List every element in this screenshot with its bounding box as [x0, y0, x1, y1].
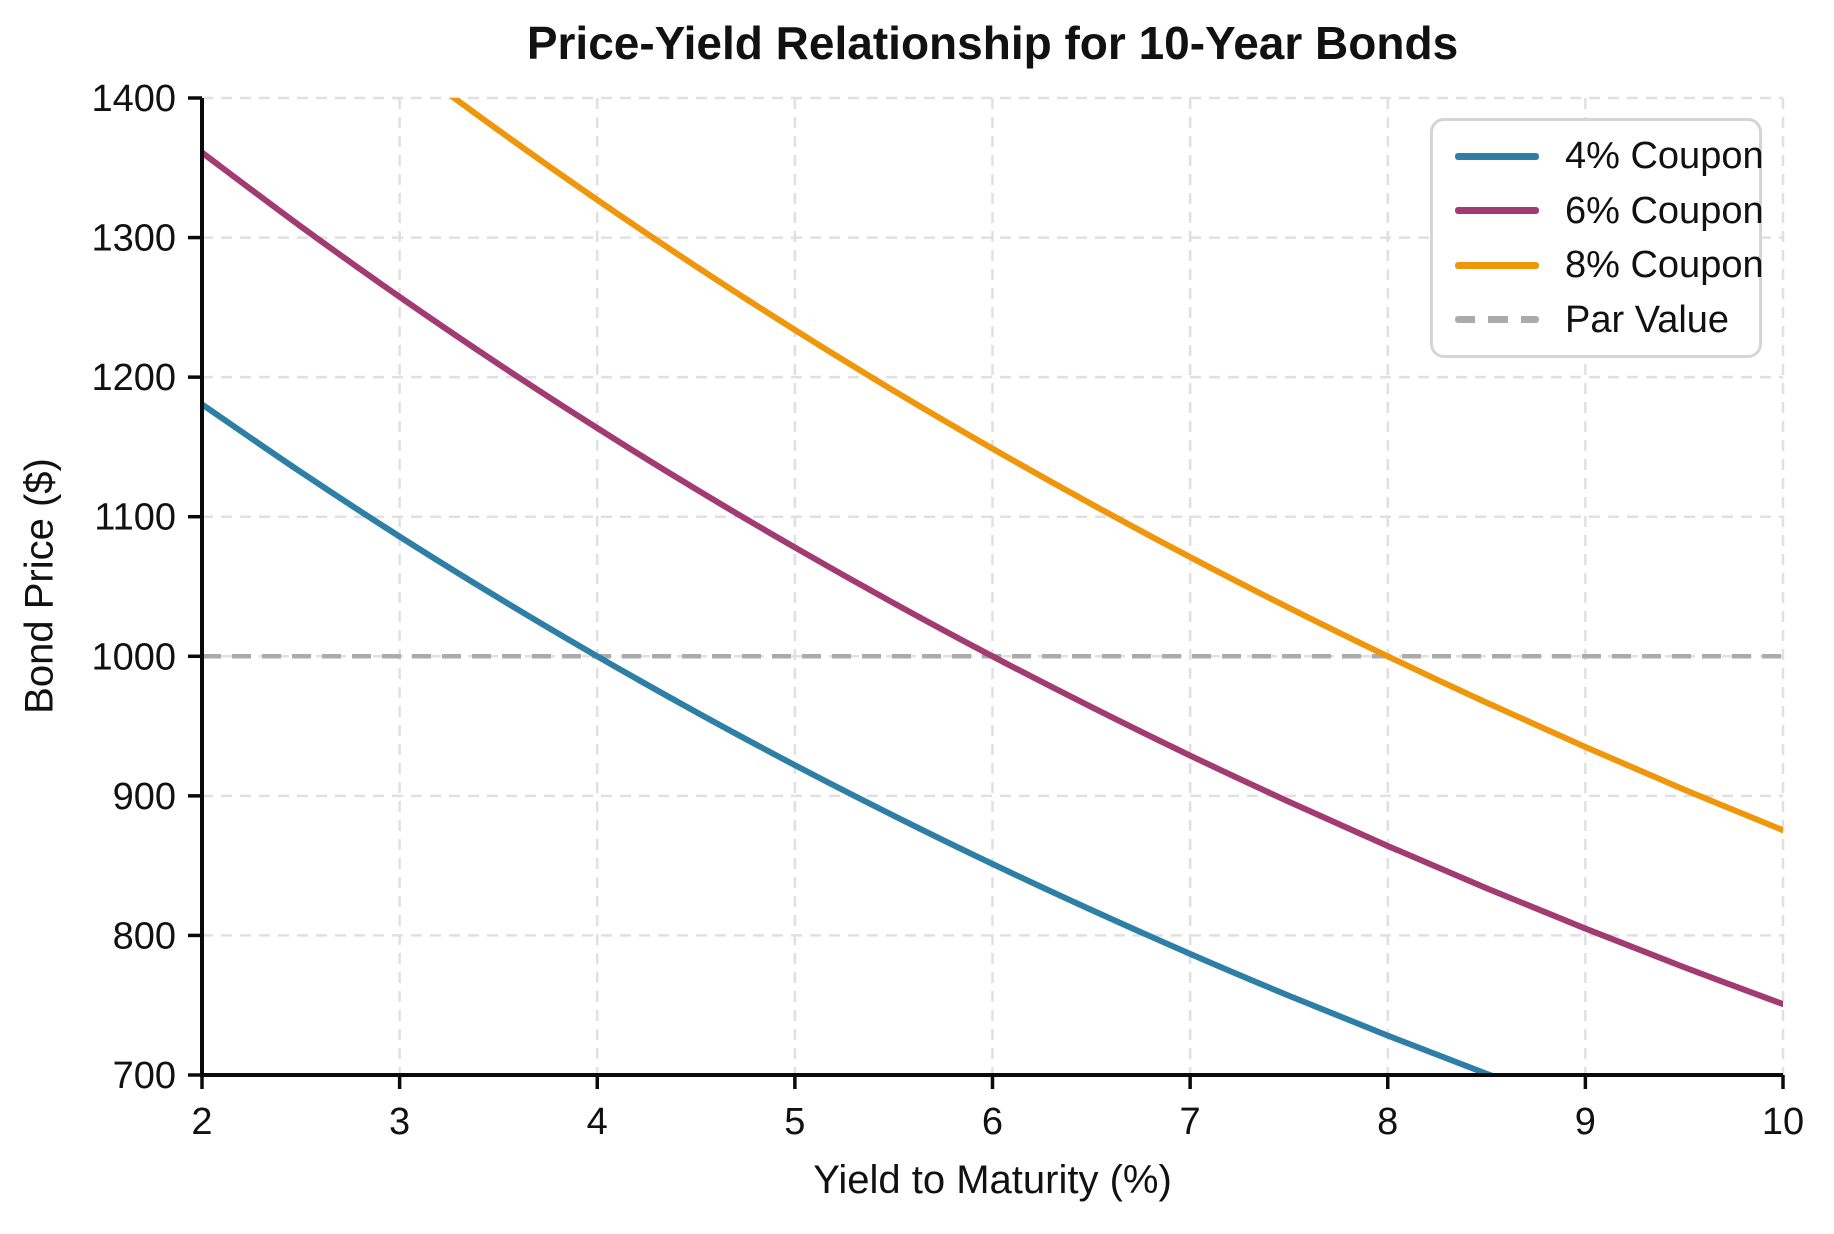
x-tick-label-8: 8 [1377, 1101, 1398, 1143]
legend-label-par-value: Par Value [1565, 298, 1730, 341]
x-tick-label-10: 10 [1762, 1101, 1804, 1143]
legend-swatch-6pct-coupon [1455, 207, 1539, 215]
legend-swatch-4pct-coupon [1455, 152, 1539, 160]
curve-4-coupon [202, 401, 1499, 1075]
axis-ticks: 2 3 4 5 6 7 8 9 10 700 800 900 1000 1100 1200 1300 1400 [91, 78, 1804, 1143]
x-tick-label-4: 4 [587, 1101, 608, 1143]
x-axis-label: Yield to Maturity (%) [813, 1158, 1172, 1202]
x-tick-label-3: 3 [389, 1101, 410, 1143]
chart-title: Price-Yield Relationship for 10-Year Bon… [526, 17, 1459, 69]
legend-swatch-par-value [1455, 316, 1539, 324]
legend-label-4pct-coupon: 4% Coupon [1565, 135, 1764, 178]
legend-item-par-value: Par Value [1455, 293, 1759, 348]
x-tick-label-2: 2 [191, 1101, 212, 1143]
y-tick-label-800: 800 [113, 915, 176, 957]
series-curves [202, 98, 1783, 1075]
legend: 4% Coupon 6% Coupon 8% Coupon Par Value [1430, 118, 1764, 358]
y-tick-label-1000: 1000 [91, 636, 176, 678]
y-axis-label: Bond Price ($) [17, 458, 62, 714]
legend-item-6pct-coupon: 6% Coupon [1455, 184, 1764, 239]
curve-6-coupon [202, 149, 1783, 1008]
x-tick-label-6: 6 [982, 1101, 1003, 1143]
x-tick-label-5: 5 [784, 1101, 805, 1143]
legend-item-8pct-coupon: 8% Coupon [1455, 238, 1764, 293]
legend-label-8pct-coupon: 8% Coupon [1565, 244, 1764, 287]
x-tick-label-9: 9 [1575, 1101, 1596, 1143]
y-tick-label-900: 900 [113, 776, 176, 818]
legend-item-4pct-coupon: 4% Coupon [1455, 129, 1764, 184]
curve-8-coupon [449, 98, 1783, 834]
legend-label-6pct-coupon: 6% Coupon [1565, 189, 1764, 232]
y-tick-label-1400: 1400 [91, 78, 176, 120]
legend-swatch-8pct-coupon [1455, 261, 1539, 269]
y-tick-label-1300: 1300 [91, 218, 176, 260]
x-tick-label-7: 7 [1180, 1101, 1201, 1143]
y-tick-label-700: 700 [113, 1055, 176, 1097]
y-tick-label-1100: 1100 [94, 497, 176, 539]
y-tick-label-1200: 1200 [91, 357, 176, 399]
